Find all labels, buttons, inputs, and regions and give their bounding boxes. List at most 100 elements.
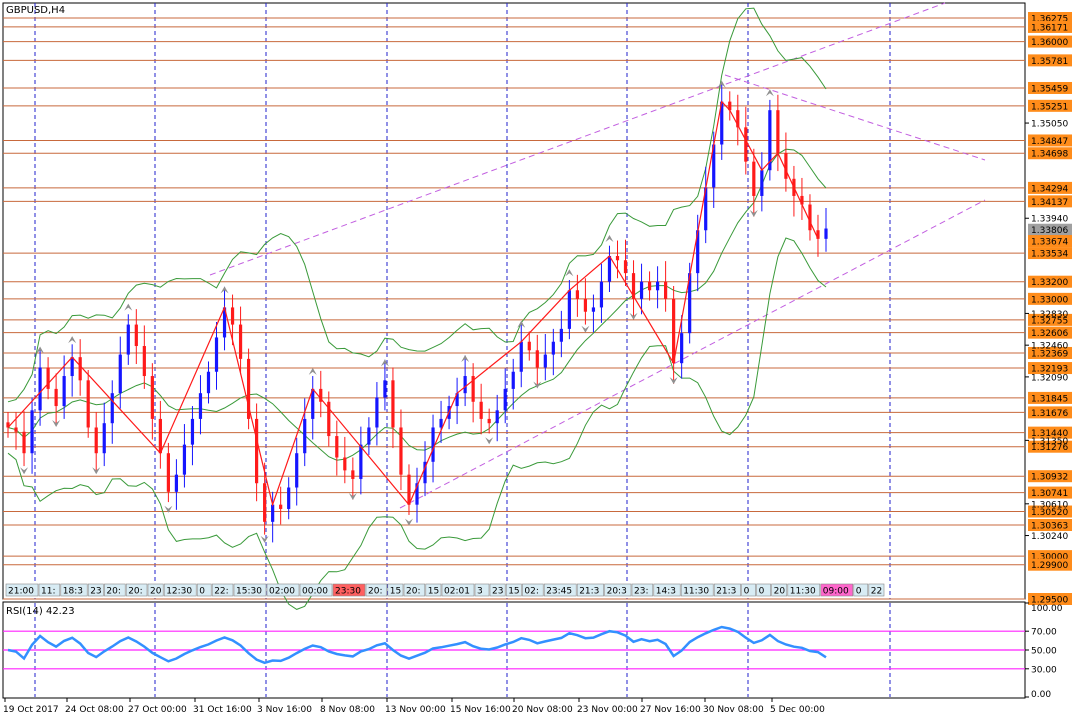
candle-body: [222, 307, 227, 338]
candle-body: [503, 388, 507, 411]
time-label-box: [741, 583, 756, 597]
time-label: 20:: [106, 587, 120, 597]
time-label: 02:01: [444, 587, 470, 597]
candle-body: [527, 341, 531, 351]
candle-body: [367, 427, 371, 445]
candle-body: [295, 453, 299, 488]
level-price-label: 1.29900: [1031, 561, 1068, 571]
time-label: 23:45: [546, 587, 572, 597]
candle-body: [246, 358, 251, 419]
price-tick-label: 1.32460: [1031, 342, 1068, 352]
candle-body: [720, 101, 724, 145]
trend-channel: [209, 2, 986, 509]
time-label: 15:30: [236, 587, 262, 597]
candle-body: [535, 350, 539, 368]
rsi-tick-label: 50.00: [1031, 647, 1057, 657]
candle-body: [150, 376, 154, 419]
time-label-box: [403, 583, 426, 597]
level-price-box: [1028, 362, 1072, 375]
time-label-box: [441, 583, 475, 597]
time-label-box: [60, 583, 88, 597]
time-label-box: [38, 583, 61, 597]
channel-top-right-line: [724, 74, 986, 161]
candle-body: [311, 388, 315, 419]
level-price-label: 1.30741: [1031, 489, 1068, 499]
time-label-box: [820, 583, 854, 597]
time-label: 23: [492, 587, 503, 597]
candle-body: [607, 255, 612, 282]
time-label-box: [522, 583, 544, 597]
level-price-label: 1.35781: [1031, 57, 1068, 67]
time-label: 20:3: [607, 587, 627, 597]
candle-body: [303, 418, 307, 454]
level-price-label: 1.30363: [1031, 521, 1068, 531]
candlesticks: [6, 83, 828, 543]
candle-body: [319, 388, 323, 402]
current-price-box: [1028, 235, 1072, 248]
time-label: 02:: [524, 587, 538, 597]
candle-body: [479, 401, 483, 419]
time-label: 00:00: [302, 587, 328, 597]
level-price-box: [1028, 54, 1072, 67]
time-label: 12:30: [166, 587, 192, 597]
candle-body: [86, 380, 90, 428]
price-tick-label: 1.31350: [1031, 437, 1068, 447]
candle-body: [22, 431, 26, 454]
time-label: 23:30: [335, 587, 361, 597]
candle-body: [359, 444, 363, 479]
candle-body: [118, 354, 122, 394]
candle-body: [54, 388, 58, 407]
candle-body: [206, 371, 211, 394]
level-price-box: [1028, 81, 1072, 94]
candle-body: [94, 427, 98, 454]
level-price-box: [1028, 346, 1072, 359]
fractal-up-marker: [36, 346, 45, 354]
candle-body: [158, 418, 162, 454]
level-price-box: [1028, 426, 1072, 439]
candle-body: [343, 457, 347, 471]
level-price-label: 1.36000: [1031, 38, 1068, 48]
time-label-box: [266, 583, 300, 597]
current-price-label: 1.33806: [1031, 226, 1068, 236]
fractal-down-marker: [260, 535, 269, 543]
rsi-tick-label: 0.00: [1031, 690, 1051, 700]
level-price-box: [1028, 406, 1072, 419]
candle-body: [639, 281, 644, 299]
candle-body: [559, 328, 563, 342]
time-label: 23:: [634, 587, 648, 597]
time-label-bar: 21:00 11: 18:3 23 20: 20: 20 12:30 0 22: 15:30 02:0…: [5, 583, 885, 597]
channel-lower-line: [399, 199, 986, 509]
time-label-box: [147, 583, 164, 597]
time-label: 15: [390, 587, 401, 597]
time-axis: 19 Oct 2017 24 Oct 08:00 27 Oct 00:00 31 Oc…: [3, 698, 825, 715]
candle-body: [335, 436, 339, 458]
time-tick-label: 3 Nov 16:00: [257, 705, 312, 715]
time-tick-label: 24 Oct 08:00: [65, 705, 124, 715]
current-price-box: [1028, 223, 1072, 236]
level-price-label: 1.34698: [1031, 150, 1068, 160]
candle-body: [126, 324, 130, 355]
candle-body: [599, 281, 604, 308]
candle-body: [768, 110, 772, 171]
candle-body: [647, 281, 652, 291]
candle-body: [38, 367, 42, 411]
candle-body: [255, 418, 259, 484]
time-label: 11:30: [790, 587, 816, 597]
candle-body: [271, 504, 275, 522]
time-label: 20: [150, 587, 162, 597]
time-label: 09:00: [823, 587, 849, 597]
level-price-box: [1028, 134, 1072, 147]
level-price-box: [1028, 275, 1072, 288]
rsi-tick-label: 30.00: [1031, 665, 1057, 675]
level-price-box: [1028, 470, 1072, 483]
bollinger-band: [7, 237, 827, 610]
time-label: 11:30: [683, 587, 709, 597]
candle-body: [407, 474, 411, 505]
candle-body: [487, 418, 491, 424]
fractal-down-marker: [749, 209, 758, 217]
level-price-label: 1.34137: [1031, 198, 1068, 208]
candle-body: [423, 461, 427, 484]
time-label: 0: [744, 587, 750, 597]
time-label: 15: [508, 587, 519, 597]
